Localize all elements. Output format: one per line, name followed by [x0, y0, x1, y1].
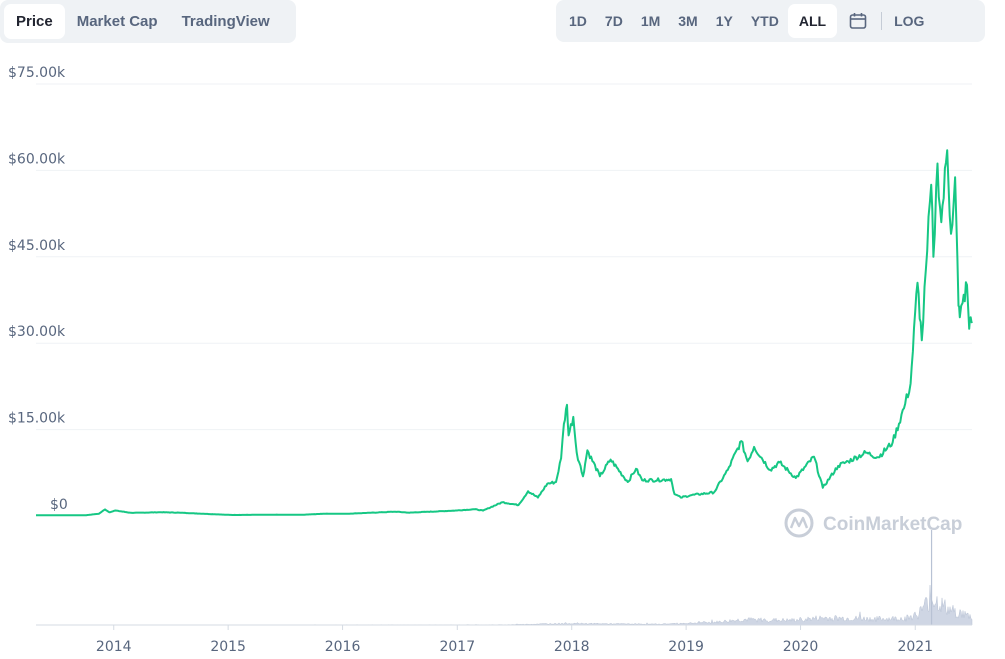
price-series: [36, 149, 973, 517]
watermark-text: CoinMarketCap: [823, 514, 962, 535]
y-tick-label: $0: [50, 497, 68, 513]
range-ytd[interactable]: YTD: [750, 13, 779, 29]
range-1m[interactable]: 1M: [640, 13, 661, 29]
grid-lines: [36, 83, 972, 431]
tab-price[interactable]: Price: [4, 4, 65, 39]
chart-type-tabs: Price Market Cap TradingView: [0, 0, 296, 43]
x-tick-label: 2015: [210, 639, 246, 655]
tab-market-cap[interactable]: Market Cap: [76, 13, 158, 30]
x-tick-label: 2021: [897, 639, 933, 655]
coinmarketcap-watermark: CoinMarketCap: [784, 508, 962, 538]
time-range-selector: 1D 7D 1M 3M 1Y YTD ALL LOG: [556, 0, 985, 42]
x-tick-label: 2019: [668, 639, 704, 655]
toolbar-divider: [881, 12, 883, 30]
x-tick-label: 2018: [554, 639, 590, 655]
range-1y[interactable]: 1Y: [715, 13, 733, 29]
volume-area: [36, 530, 973, 626]
tab-tradingview[interactable]: TradingView: [181, 13, 270, 30]
x-tick-label: 2014: [96, 639, 132, 655]
calendar-icon-graphic: [849, 13, 867, 29]
y-tick-label: $75.00k: [8, 65, 66, 81]
range-all[interactable]: ALL: [787, 4, 838, 38]
range-1d[interactable]: 1D: [569, 13, 587, 29]
log-scale-toggle[interactable]: LOG: [894, 13, 925, 29]
x-axis-labels: 2014 2015 2016 2017 2018 2019 2020 2021: [96, 625, 933, 655]
coinmarketcap-logo-icon: [784, 508, 814, 538]
calendar-icon[interactable]: [841, 4, 875, 38]
y-tick-label: $45.00k: [8, 238, 66, 254]
volume-bars: [36, 585, 973, 626]
y-tick-label: $60.00k: [8, 151, 66, 167]
y-axis-labels: $0 $15.00k $30.00k $45.00k $60.00k $75.00k: [8, 65, 68, 513]
y-tick-label: $15.00k: [8, 411, 66, 427]
range-buttons: 1D 7D 1M 3M 1Y YTD ALL: [560, 4, 838, 38]
x-tick-label: 2020: [783, 639, 819, 655]
range-7d[interactable]: 7D: [604, 13, 623, 29]
x-tick-label: 2017: [439, 639, 475, 655]
price-line: [36, 149, 973, 517]
range-3m[interactable]: 3M: [678, 13, 698, 29]
y-tick-label: $30.00k: [8, 324, 66, 340]
x-tick-label: 2016: [325, 639, 361, 655]
